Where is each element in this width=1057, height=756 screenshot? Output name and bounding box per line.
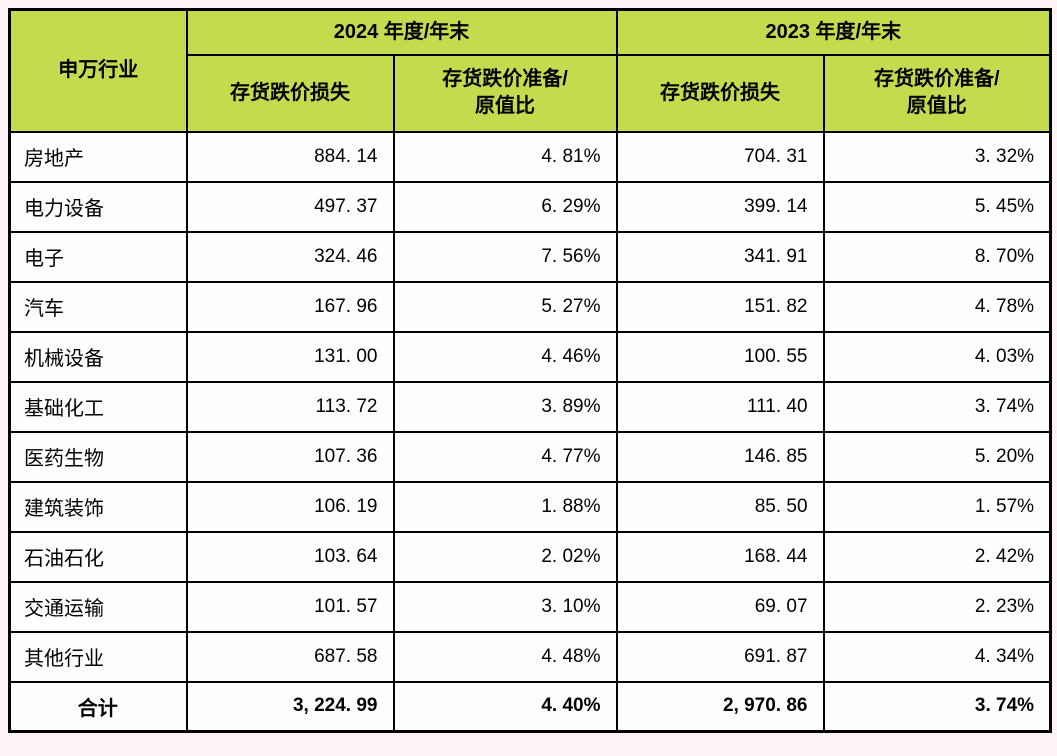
loss-2024-cell: 497. 37 [185,180,395,233]
subheader-loss-2023: 存货跌价损失 [615,53,825,133]
loss-2024-cell: 113. 72 [185,380,395,433]
loss-2023-cell: 691. 87 [615,630,825,683]
table-row: 其他行业 687. 58 4. 48% 691. 87 4. 34% [8,630,1052,683]
total-ratio-2024-cell: 4. 40% [392,680,618,733]
subheader-ratio-line2: 原值比 [475,95,535,117]
subheader-ratio-line1: 存货跌价准备/ [873,68,1000,90]
industry-cell: 电子 [8,230,188,283]
subheader-ratio-line1: 存货跌价准备/ [442,68,568,90]
loss-2023-cell: 704. 31 [615,130,825,183]
ratio-2023-cell: 4. 34% [822,630,1052,683]
ratio-2023-cell: 1. 57% [822,480,1052,533]
col-group-2024: 2024 年度/年末 [185,8,618,56]
table-row: 交通运输 101. 57 3. 10% 69. 07 2. 23% [8,580,1052,633]
ratio-2023-cell: 2. 23% [822,580,1052,633]
ratio-2023-cell: 2. 42% [822,530,1052,583]
loss-2023-cell: 111. 40 [615,380,825,433]
industry-cell: 基础化工 [8,380,188,433]
ratio-2023-cell: 8. 70% [822,230,1052,283]
ratio-2024-cell: 4. 81% [392,130,618,183]
ratio-2023-cell: 3. 32% [822,130,1052,183]
total-loss-2024-cell: 3, 224. 99 [185,680,395,733]
industry-cell: 石油石化 [8,530,188,583]
corner-header-sw-industry: 申万行业 [8,8,188,133]
total-label-cell: 合计 [8,680,188,733]
ratio-2024-cell: 3. 10% [392,580,618,633]
subheader-ratio-2023: 存货跌价准备/ 原值比 [822,53,1052,133]
loss-2024-cell: 324. 46 [185,230,395,283]
ratio-2023-cell: 4. 03% [822,330,1052,383]
ratio-2024-cell: 1. 88% [392,480,618,533]
ratio-2023-cell: 4. 78% [822,280,1052,333]
loss-2023-cell: 399. 14 [615,180,825,233]
ratio-2024-cell: 4. 46% [392,330,618,383]
header-group-row: 申万行业 2024 年度/年末 2023 年度/年末 [8,8,1052,133]
loss-2024-cell: 687. 58 [185,630,395,683]
loss-2023-cell: 146. 85 [615,430,825,483]
industry-cell: 医药生物 [8,430,188,483]
loss-2024-cell: 106. 19 [185,480,395,533]
table-row: 汽车 167. 96 5. 27% 151. 82 4. 78% [8,280,1052,333]
ratio-2024-cell: 7. 56% [392,230,618,283]
loss-2023-cell: 168. 44 [615,530,825,583]
loss-2023-cell: 85. 50 [615,480,825,533]
ratio-2023-cell: 3. 74% [822,380,1052,433]
industry-cell: 汽车 [8,280,188,333]
industry-cell: 机械设备 [8,330,188,383]
loss-2024-cell: 101. 57 [185,580,395,633]
total-loss-2023-cell: 2, 970. 86 [615,680,825,733]
subheader-ratio-line2: 原值比 [906,95,967,117]
subheader-loss-2024: 存货跌价损失 [185,53,395,133]
industry-cell: 交通运输 [8,580,188,633]
industry-cell: 其他行业 [8,630,188,683]
ratio-2023-cell: 5. 20% [822,430,1052,483]
ratio-2024-cell: 5. 27% [392,280,618,333]
ratio-2024-cell: 4. 77% [392,430,618,483]
sw-industry-inventory-table: 申万行业 2024 年度/年末 2023 年度/年末 存货跌价损失 存货跌价准备… [8,8,1053,733]
table-row: 电子 324. 46 7. 56% 341. 91 8. 70% [8,230,1052,283]
loss-2023-cell: 100. 55 [615,330,825,383]
industry-cell: 房地产 [8,130,188,183]
ratio-2024-cell: 4. 48% [392,630,618,683]
table-row: 机械设备 131. 00 4. 46% 100. 55 4. 03% [8,330,1052,383]
loss-2023-cell: 69. 07 [615,580,825,633]
loss-2024-cell: 103. 64 [185,530,395,583]
table-row: 电力设备 497. 37 6. 29% 399. 14 5. 45% [8,180,1052,233]
loss-2024-cell: 131. 00 [185,330,395,383]
ratio-2023-cell: 5. 45% [822,180,1052,233]
table-row: 房地产 884. 14 4. 81% 704. 31 3. 32% [8,130,1052,183]
ratio-2024-cell: 3. 89% [392,380,618,433]
loss-2024-cell: 167. 96 [185,280,395,333]
loss-2023-cell: 151. 82 [615,280,825,333]
table-row: 建筑装饰 106. 19 1. 88% 85. 50 1. 57% [8,480,1052,533]
table-row-total: 合计 3, 224. 99 4. 40% 2, 970. 86 3. 74% [8,680,1052,733]
header-sub-row: 存货跌价损失 存货跌价准备/ 原值比 存货跌价损失 存货跌价准备/ 原值比 [10,53,1052,133]
table-row: 医药生物 107. 36 4. 77% 146. 85 5. 20% [8,430,1052,483]
loss-2024-cell: 107. 36 [185,430,395,483]
industry-cell: 电力设备 [8,180,188,233]
col-group-2023: 2023 年度/年末 [615,8,1052,56]
loss-2023-cell: 341. 91 [615,230,825,283]
table-row: 基础化工 113. 72 3. 89% 111. 40 3. 74% [8,380,1052,433]
loss-2024-cell: 884. 14 [185,130,395,183]
total-ratio-2023-cell: 3. 74% [822,680,1052,733]
subheader-ratio-2024: 存货跌价准备/ 原值比 [392,53,618,133]
table-row: 石油石化 103. 64 2. 02% 168. 44 2. 42% [8,530,1052,583]
ratio-2024-cell: 6. 29% [392,180,618,233]
ratio-2024-cell: 2. 02% [392,530,618,583]
industry-cell: 建筑装饰 [8,480,188,533]
